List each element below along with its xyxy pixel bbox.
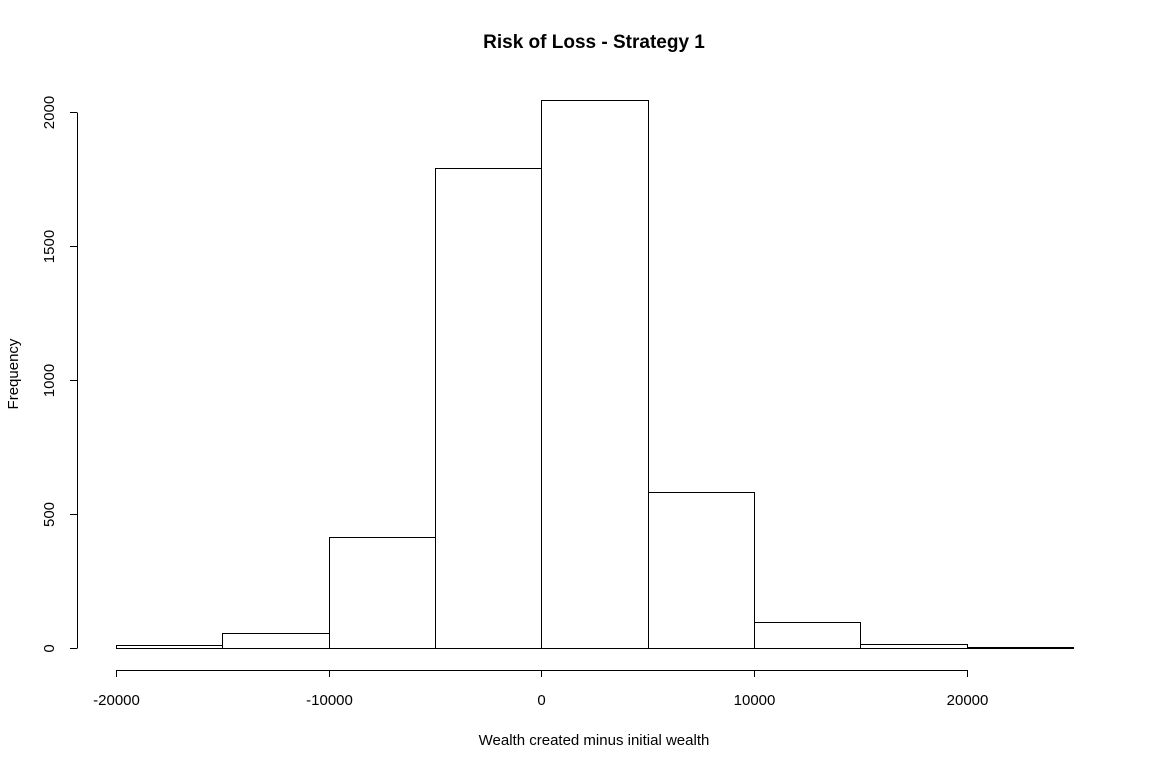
histogram-bar [435, 168, 542, 649]
x-tick-label: 20000 [947, 692, 989, 709]
histogram-bar [967, 647, 1074, 649]
x-tick-label: 10000 [734, 692, 776, 709]
histogram-bar [648, 492, 755, 649]
histogram-bar [116, 645, 223, 649]
x-tick-label: -20000 [93, 692, 140, 709]
y-axis-label: Frequency [5, 338, 22, 409]
y-tick-label: 1000 [41, 364, 58, 397]
histogram-bars [116, 100, 1074, 649]
histogram-bar [222, 633, 330, 649]
y-axis: 0 500 1000 1500 2000 [41, 96, 78, 653]
y-tick-label: 1500 [41, 230, 58, 263]
chart-title: Risk of Loss - Strategy 1 [483, 32, 705, 53]
x-tick-label: 0 [537, 692, 545, 709]
x-axis-label: Wealth created minus initial wealth [479, 732, 710, 749]
y-tick-label: 2000 [41, 96, 58, 129]
histogram-bar [754, 622, 861, 649]
histogram-bar [541, 100, 649, 649]
x-axis: -20000 -10000 0 10000 20000 [93, 670, 988, 709]
histogram-bar [329, 537, 436, 649]
x-tick-label: -10000 [306, 692, 353, 709]
y-tick-label: 500 [41, 502, 58, 527]
y-tick-label: 0 [41, 644, 58, 652]
histogram-bar [860, 644, 968, 649]
